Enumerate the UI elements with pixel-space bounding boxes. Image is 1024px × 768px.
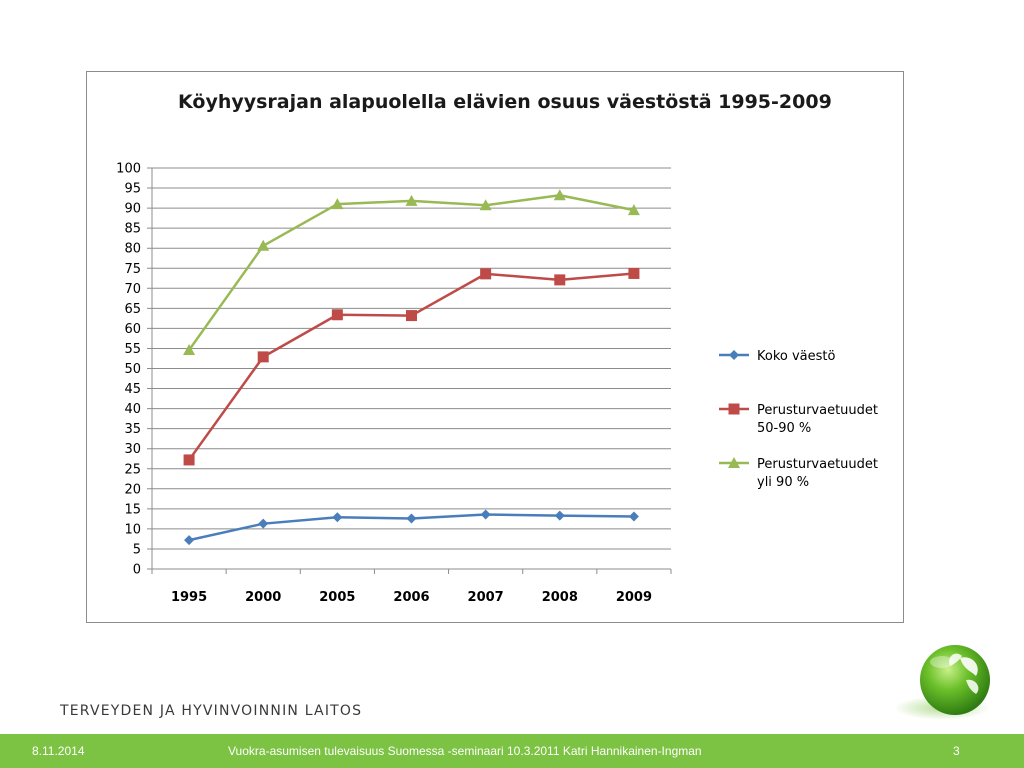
x-tick-label: 2006 xyxy=(393,590,429,605)
y-tick-label: 50 xyxy=(124,362,141,377)
line-chart: Köyhyysrajan alapuolella elävien osuus v… xyxy=(116,91,878,605)
footer-presentation-title: Vuokra-asumisen tulevaisuus Suomessa -se… xyxy=(228,744,702,758)
y-tick-label: 30 xyxy=(124,442,141,457)
data-point-series-2 xyxy=(554,274,566,286)
data-point-series-3 xyxy=(627,204,640,216)
x-tick-label: 2008 xyxy=(542,590,578,605)
data-point-series-2 xyxy=(183,454,195,466)
data-point-series-2 xyxy=(331,309,343,321)
data-point-series-1 xyxy=(258,518,269,529)
y-tick-label: 90 xyxy=(124,202,141,217)
series-line-3 xyxy=(188,194,635,351)
data-point-series-2 xyxy=(257,351,269,363)
data-point-series-1 xyxy=(628,511,639,522)
footer-bar: 8.11.2014 Vuokra-asumisen tulevaisuus Su… xyxy=(0,734,1024,768)
footer-date: 8.11.2014 xyxy=(32,744,85,758)
y-tick-label: 10 xyxy=(124,522,141,537)
y-tick-label: 5 xyxy=(133,542,141,557)
data-point-series-2 xyxy=(628,267,640,279)
y-tick-label: 100 xyxy=(116,162,141,177)
data-point-series-1 xyxy=(480,509,491,520)
series-line-2 xyxy=(188,272,635,461)
legend-label: Koko väestö xyxy=(757,349,836,364)
x-tick-label: 2009 xyxy=(616,590,652,605)
data-point-series-1 xyxy=(332,512,343,523)
chart-frame: Köyhyysrajan alapuolella elävien osuus v… xyxy=(86,71,904,623)
data-point-series-3 xyxy=(183,344,196,356)
legend-label: yli 90 % xyxy=(757,475,809,490)
data-point-series-1 xyxy=(554,510,565,521)
x-tick-label: 1995 xyxy=(171,590,207,605)
data-point-series-3 xyxy=(331,198,344,210)
organization-name: TERVEYDEN JA HYVINVOINNIN LAITOS xyxy=(60,703,363,719)
legend-marker-2 xyxy=(728,403,740,415)
chart-title: Köyhyysrajan alapuolella elävien osuus v… xyxy=(178,91,832,113)
y-tick-label: 55 xyxy=(124,342,141,357)
y-tick-label: 80 xyxy=(124,242,141,257)
data-point-series-3 xyxy=(257,239,270,251)
y-tick-label: 45 xyxy=(124,382,141,397)
page-number: 3 xyxy=(953,744,960,758)
data-point-series-3 xyxy=(479,199,492,211)
legend-marker-1 xyxy=(729,350,739,360)
y-tick-label: 40 xyxy=(124,402,141,417)
legend-label: Perusturvaetuudet xyxy=(757,403,878,418)
x-tick-label: 2007 xyxy=(468,590,504,605)
data-point-series-1 xyxy=(184,535,195,546)
globe-leaf-icon xyxy=(894,645,990,720)
y-tick-label: 25 xyxy=(124,462,141,477)
x-tick-label: 2005 xyxy=(319,590,355,605)
y-tick-label: 70 xyxy=(124,282,141,297)
legend-marker-3 xyxy=(728,457,740,468)
y-tick-label: 0 xyxy=(133,563,141,578)
data-point-series-3 xyxy=(405,194,418,206)
y-tick-label: 65 xyxy=(124,302,141,317)
x-tick-label: 2000 xyxy=(245,590,281,605)
y-tick-label: 20 xyxy=(124,482,141,497)
data-point-series-3 xyxy=(553,189,566,201)
y-tick-label: 95 xyxy=(124,182,141,197)
y-tick-label: 60 xyxy=(124,322,141,337)
data-point-series-1 xyxy=(406,513,417,524)
y-tick-label: 85 xyxy=(124,222,141,237)
data-point-series-2 xyxy=(480,268,492,280)
legend-label: 50-90 % xyxy=(757,421,811,436)
y-tick-label: 75 xyxy=(124,262,141,277)
y-tick-label: 35 xyxy=(124,422,141,437)
data-point-series-2 xyxy=(406,310,417,322)
legend-label: Perusturvaetuudet xyxy=(757,457,878,472)
y-tick-label: 15 xyxy=(124,502,141,517)
